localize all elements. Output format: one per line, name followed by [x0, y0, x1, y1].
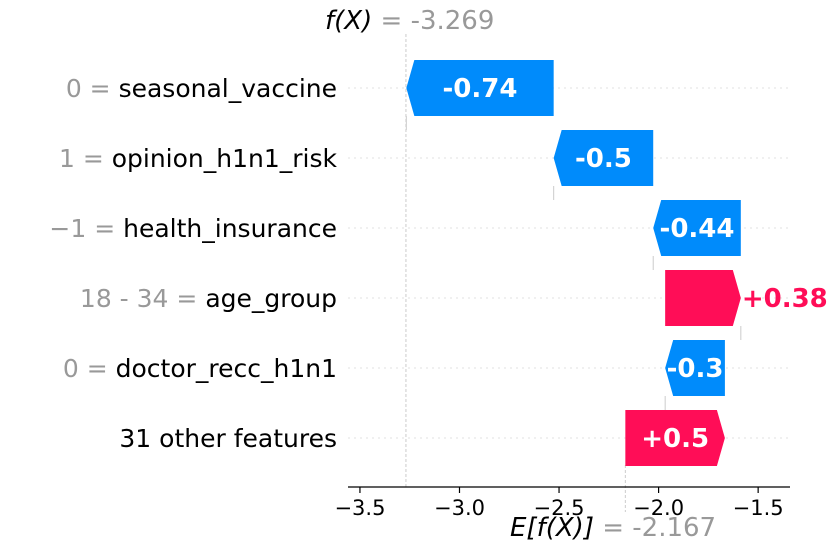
- bar-value-label: -0.3: [667, 354, 724, 384]
- feature-label: 1 = opinion_h1n1_risk: [59, 144, 338, 173]
- bar-value-label: -0.74: [443, 74, 518, 104]
- bar: [625, 410, 725, 466]
- feature-name: doctor_recc_h1n1: [116, 354, 337, 383]
- feature-value: 0 =: [66, 74, 119, 103]
- feature-name: 31 other features: [119, 424, 337, 453]
- bar-value-label: -0.5: [575, 144, 632, 174]
- feature-name: opinion_h1n1_risk: [112, 144, 338, 173]
- svg-text:E[f(X)] = -2.167: E[f(X)] = -2.167: [510, 513, 716, 543]
- bar: [653, 200, 741, 256]
- feature-name: age_group: [205, 284, 337, 313]
- x-tick-label: −2.5: [534, 496, 585, 520]
- efx-label: E[f(X)]: [510, 513, 594, 543]
- reference-lines: [405, 34, 626, 512]
- feature-value: 1 =: [59, 144, 112, 173]
- bar: [553, 130, 654, 186]
- base-value-label: E[f(X)] = -2.167: [510, 513, 716, 543]
- feature-value: 0 =: [63, 354, 116, 383]
- bar-value-label: +0.5: [641, 424, 709, 454]
- feature-label: 0 = seasonal_vaccine: [66, 74, 337, 103]
- feature-label: 0 = doctor_recc_h1n1: [63, 354, 337, 383]
- feature-name: seasonal_vaccine: [119, 74, 337, 103]
- fx-value: = -3.269: [372, 6, 494, 36]
- bar-value-label: +0.38: [742, 284, 828, 314]
- svg-text:f(X) = -3.269: f(X) = -3.269: [325, 6, 494, 36]
- x-tick-label: −2.0: [633, 496, 684, 520]
- x-axis: −3.5 −3.0 −2.5 −2.0 −1.5: [334, 486, 790, 520]
- bar: [406, 60, 554, 116]
- bars: -0.74 -0.5 -0.44 +0.38 -0.3 +0.5: [405, 60, 828, 466]
- feature-labels: 0 = seasonal_vaccine 1 = opinion_h1n1_ris…: [49, 74, 337, 453]
- bar-value-label: -0.44: [660, 214, 735, 244]
- feature-value: −1 =: [49, 214, 123, 243]
- feature-name: health_insurance: [123, 214, 337, 243]
- feature-label: 18 - 34 = age_group: [80, 284, 337, 313]
- efx-value: = -2.167: [594, 513, 716, 543]
- fx-label: f(X): [325, 6, 372, 36]
- x-tick-label: −3.0: [434, 496, 485, 520]
- feature-label: −1 = health_insurance: [49, 214, 337, 243]
- x-tick-label: −3.5: [334, 496, 385, 520]
- bar: [665, 270, 741, 326]
- feature-value: 18 - 34 =: [80, 284, 205, 313]
- output-value-label: f(X) = -3.269: [325, 6, 494, 36]
- feature-label: 31 other features: [119, 424, 337, 453]
- bar: [665, 340, 725, 396]
- x-tick-label: −1.5: [733, 496, 784, 520]
